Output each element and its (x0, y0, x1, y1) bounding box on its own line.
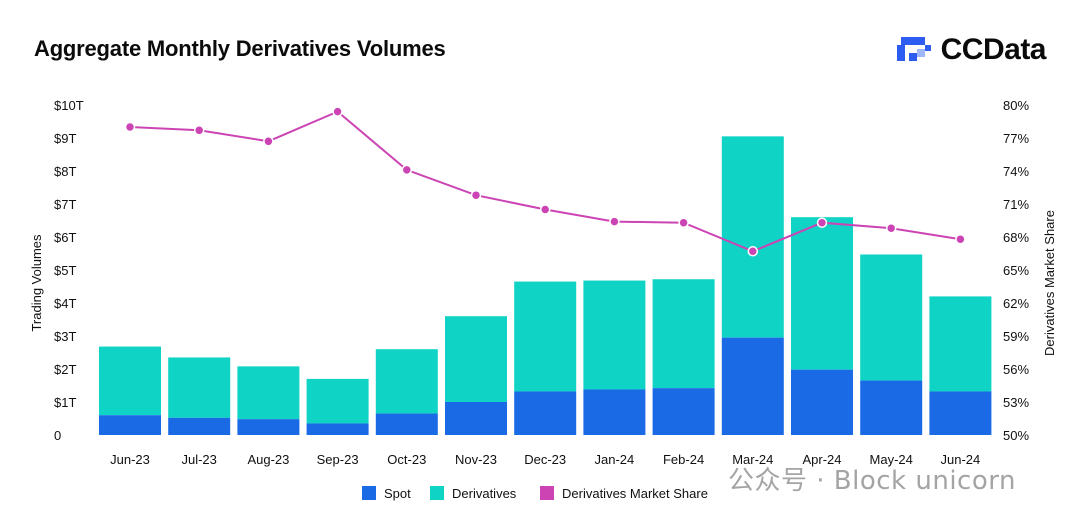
x-tick-label: Jun-24 (941, 452, 981, 467)
y-axis-label: Trading Volumes (29, 234, 44, 332)
share-point (124, 121, 136, 133)
bar-derivatives (721, 136, 784, 338)
legend-swatch (430, 486, 444, 500)
x-tick-label: Jun-23 (110, 452, 150, 467)
share-point (470, 189, 482, 201)
x-tick-label: Jan-24 (595, 452, 635, 467)
share-point (332, 106, 343, 117)
y2-tick-label: 59% (1003, 329, 1029, 344)
x-tick-label: Mar-24 (732, 452, 773, 467)
y2-tick-label: 56% (1003, 362, 1029, 377)
y2-tick-label: 50% (1003, 428, 1029, 443)
legend-swatch (362, 486, 376, 500)
watermark: 公众号 · Block unicorn (728, 466, 1016, 496)
x-tick-label: Nov-23 (455, 452, 497, 467)
share-point (263, 136, 274, 147)
legend-swatch (540, 486, 554, 500)
bar-derivatives (375, 349, 438, 414)
bar-spot (929, 391, 992, 435)
bar-derivatives (514, 281, 577, 392)
y-tick-label: $4T (54, 296, 76, 311)
y-axis-ticks: 0 $1T $2T $3T $4T $5T $6T $7T $8T $9T $10T (54, 98, 84, 443)
y2-tick-label: 65% (1003, 263, 1029, 278)
y-tick-label: 0 (54, 428, 61, 443)
y2-axis-ticks: 50% 53% 56% 59% 62% 65% 68% 71% 74% 77% 80% (1003, 98, 1029, 443)
bar-spot (652, 388, 715, 435)
share-point (816, 217, 828, 228)
share-point (747, 246, 759, 257)
bar-derivatives (168, 357, 231, 418)
x-tick-label: Jul-23 (181, 452, 216, 467)
legend: Spot Derivatives Derivatives Market Share (362, 486, 708, 501)
bar-derivatives (860, 254, 923, 381)
share-point (609, 216, 620, 227)
y2-tick-label: 71% (1003, 197, 1029, 212)
y2-tick-label: 62% (1003, 296, 1029, 311)
ccdata-logo-icon (896, 37, 931, 61)
bar-derivatives (929, 296, 992, 392)
bar-spot (583, 389, 646, 435)
x-tick-label: Aug-23 (247, 452, 289, 467)
brand-logo: CCData (895, 33, 1047, 67)
bar-spot (99, 415, 161, 435)
y-tick-label: $7T (54, 197, 76, 212)
bar-spot (514, 391, 577, 435)
bar-spot (791, 369, 853, 435)
legend-label: Spot (384, 486, 411, 501)
chart-title: Aggregate Monthly Derivatives Volumes (34, 36, 446, 61)
x-tick-label: May-24 (870, 452, 913, 467)
bar-spot (721, 337, 784, 435)
y-tick-label: $9T (54, 131, 76, 146)
share-point (401, 164, 413, 176)
y-tick-label: $6T (54, 230, 76, 245)
bar-derivatives (445, 316, 507, 402)
bar-spot (445, 402, 507, 435)
share-point (885, 222, 897, 234)
y2-tick-label: 80% (1003, 98, 1029, 113)
x-tick-label: Dec-23 (524, 452, 566, 467)
bar-derivatives (306, 378, 369, 424)
bar-derivatives (237, 366, 300, 420)
y-tick-label: $8T (54, 164, 76, 179)
y-tick-label: $5T (54, 263, 76, 278)
y2-tick-label: 53% (1003, 395, 1029, 410)
legend-label: Derivatives (452, 486, 517, 501)
bar-derivatives (583, 280, 646, 390)
x-axis-labels: Jun-23 Jul-23 Aug-23 Sep-23 Oct-23 Nov-23 Dec-… (110, 452, 980, 467)
y2-tick-label: 68% (1003, 230, 1029, 245)
x-tick-label: Oct-23 (387, 452, 426, 467)
y2-tick-label: 77% (1003, 131, 1029, 146)
y2-axis-label: Derivatives Market Share (1042, 210, 1057, 356)
bar-derivatives (652, 279, 715, 389)
bar-derivatives (99, 346, 161, 416)
bar-spot (168, 417, 231, 435)
share-line (124, 106, 966, 257)
y-tick-label: $1T (54, 395, 76, 410)
y-tick-label: $2T (54, 362, 76, 377)
legend-label: Derivatives Market Share (562, 486, 708, 501)
share-point (193, 125, 205, 136)
y-tick-label: $10T (54, 98, 84, 113)
bar-spot (237, 419, 300, 435)
bar-spot (860, 380, 923, 435)
bar-spot (306, 423, 369, 435)
bars (99, 136, 992, 435)
share-point (678, 217, 689, 228)
x-tick-label: Sep-23 (317, 452, 359, 467)
y2-tick-label: 74% (1003, 164, 1029, 179)
x-tick-label: Apr-24 (802, 452, 841, 467)
share-point (539, 204, 551, 215)
brand-name: CCData (940, 33, 1047, 66)
x-tick-label: Feb-24 (663, 452, 704, 467)
y-tick-label: $3T (54, 329, 76, 344)
bar-derivatives (791, 217, 853, 370)
share-point (955, 233, 966, 245)
bar-spot (375, 413, 438, 435)
